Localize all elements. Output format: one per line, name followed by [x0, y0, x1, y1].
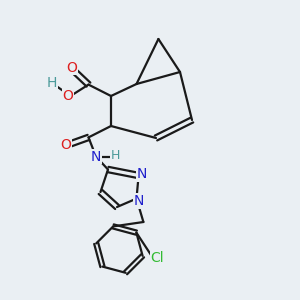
Text: Cl: Cl [150, 251, 164, 265]
Text: O: O [61, 138, 71, 152]
Text: N: N [134, 194, 144, 208]
Text: O: O [63, 89, 74, 103]
Text: N: N [91, 150, 101, 164]
Text: O: O [67, 61, 77, 74]
Text: H: H [111, 148, 121, 162]
Text: N: N [137, 167, 147, 181]
Text: H: H [47, 76, 57, 90]
